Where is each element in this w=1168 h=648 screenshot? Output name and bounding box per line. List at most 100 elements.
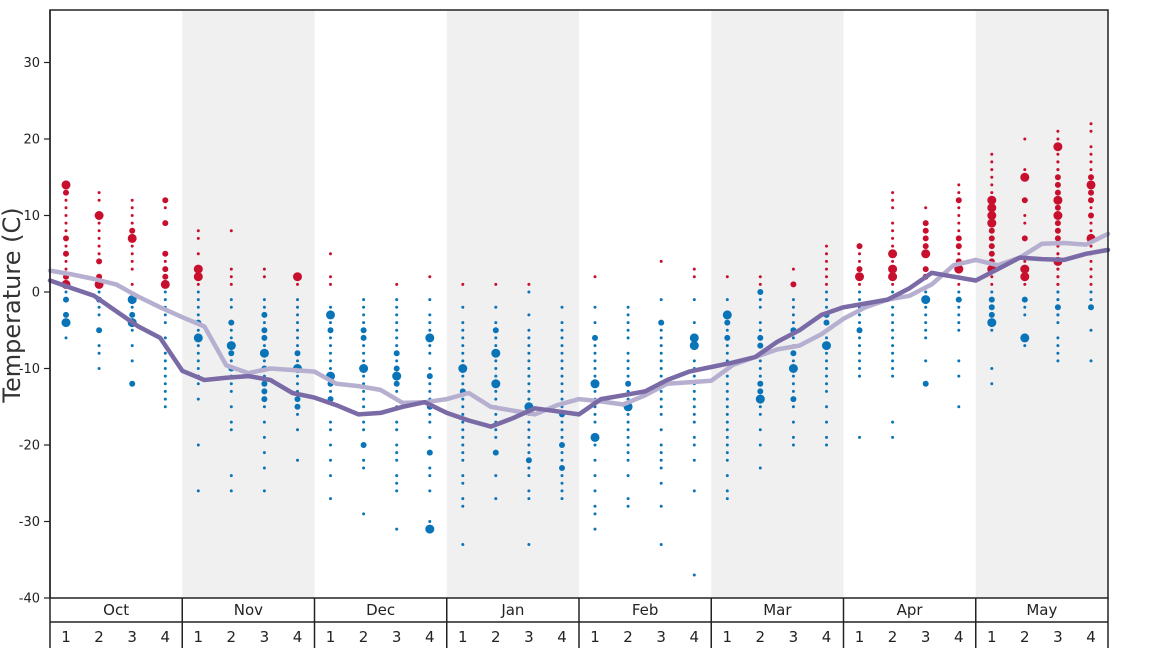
- temperature-dot: [461, 543, 465, 546]
- temperature-dot: [957, 229, 961, 233]
- temperature-dot: [1023, 344, 1027, 348]
- temperature-dot: [395, 428, 399, 432]
- temperature-dot: [494, 435, 498, 439]
- temperature-dot: [196, 397, 200, 401]
- temperature-dot: [593, 489, 597, 493]
- temperature-dot: [1086, 180, 1096, 190]
- week-label: 1: [458, 628, 468, 646]
- month-label-nov: Nov: [234, 601, 263, 619]
- temperature-dot: [791, 435, 795, 439]
- temperature-dot: [825, 298, 828, 302]
- temperature-dot: [957, 290, 961, 294]
- week-label: 3: [524, 628, 534, 646]
- temperature-dot: [97, 344, 101, 348]
- temperature-dot: [196, 489, 200, 493]
- temperature-dot: [329, 367, 332, 370]
- temperature-dot: [196, 313, 200, 317]
- temperature-dot: [294, 396, 301, 403]
- temperature-dot: [856, 266, 863, 273]
- week-label: 3: [392, 628, 402, 646]
- temperature-dot: [395, 305, 399, 309]
- temperature-dot: [163, 336, 167, 340]
- temperature-dot: [196, 282, 200, 286]
- temperature-dot: [127, 295, 137, 305]
- temperature-dot: [63, 296, 69, 303]
- temperature-dot: [725, 298, 729, 302]
- temperature-dot: [1056, 275, 1060, 279]
- temperature-dot: [229, 382, 233, 386]
- temperature-dot: [692, 489, 696, 493]
- temperature-dot: [393, 365, 400, 372]
- temperature-dot: [891, 336, 895, 340]
- temperature-dot: [193, 272, 203, 282]
- temperature-dot: [461, 504, 465, 508]
- temperature-dot: [296, 412, 299, 416]
- temperature-dot: [987, 203, 997, 213]
- temperature-dot: [987, 318, 997, 328]
- temperature-dot: [395, 474, 399, 478]
- temperature-dot: [228, 350, 235, 357]
- temperature-dot: [428, 435, 432, 439]
- temperature-dot: [1021, 197, 1028, 204]
- temperature-dot: [163, 382, 167, 386]
- month-shading: [182, 10, 1108, 598]
- temperature-dot: [527, 328, 531, 332]
- temperature-dot: [593, 359, 597, 363]
- temperature-dot: [858, 367, 861, 370]
- temperature-dot: [724, 334, 731, 341]
- temperature-dot: [659, 458, 663, 462]
- month-shade-jan: [446, 10, 579, 598]
- temperature-dot: [858, 252, 861, 256]
- temperature-dot: [229, 282, 233, 286]
- temperature-dot: [296, 336, 299, 340]
- temperature-dot: [428, 321, 432, 325]
- temperature-dot: [858, 344, 861, 348]
- temperature-dot: [130, 198, 134, 202]
- temperature-dot: [163, 389, 167, 393]
- temperature-dot: [891, 206, 895, 210]
- temperature-dot: [196, 367, 200, 370]
- temperature-dot: [425, 333, 435, 343]
- temperature-dot: [825, 420, 828, 424]
- temperature-dot: [329, 344, 332, 348]
- temperature-dot: [395, 420, 399, 424]
- temperature-dot: [525, 457, 532, 464]
- temperature-dot: [229, 428, 233, 432]
- temperature-dot: [1056, 229, 1060, 233]
- temperature-dot: [127, 233, 137, 243]
- temperature-dot: [924, 305, 928, 309]
- temperature-dot: [461, 336, 465, 340]
- temperature-dot: [659, 259, 663, 263]
- temperature-dot: [891, 367, 895, 370]
- temperature-dot: [64, 221, 68, 225]
- temperature-dot: [362, 321, 366, 325]
- temperature-dot: [296, 313, 299, 317]
- temperature-dot: [922, 243, 929, 250]
- temperature-dot: [725, 451, 729, 455]
- temperature-dot: [229, 359, 233, 363]
- temperature-dot: [560, 397, 564, 401]
- temperature-dot: [97, 305, 101, 309]
- temperature-dot: [825, 389, 828, 393]
- temperature-dot: [957, 374, 961, 378]
- temperature-dot: [758, 282, 762, 286]
- temperature-dot: [428, 382, 432, 386]
- temperature-dot: [891, 344, 895, 348]
- temperature-dot: [924, 290, 928, 294]
- temperature-dot: [1089, 328, 1093, 332]
- temperature-dot: [494, 321, 498, 325]
- temperature-dot: [891, 313, 895, 317]
- temperature-dot: [725, 389, 729, 393]
- temperature-dot: [428, 344, 432, 348]
- temperature-dot: [955, 197, 962, 204]
- temperature-dot: [560, 321, 564, 325]
- temperature-dot: [64, 229, 68, 233]
- temperature-dot: [130, 259, 134, 263]
- week-label: 4: [822, 628, 832, 646]
- temperature-dot: [163, 313, 167, 317]
- temperature-dot: [461, 435, 465, 439]
- temperature-dot: [428, 466, 432, 470]
- temperature-dot: [162, 266, 169, 273]
- temperature-dot: [987, 218, 997, 228]
- temperature-dot: [626, 474, 630, 478]
